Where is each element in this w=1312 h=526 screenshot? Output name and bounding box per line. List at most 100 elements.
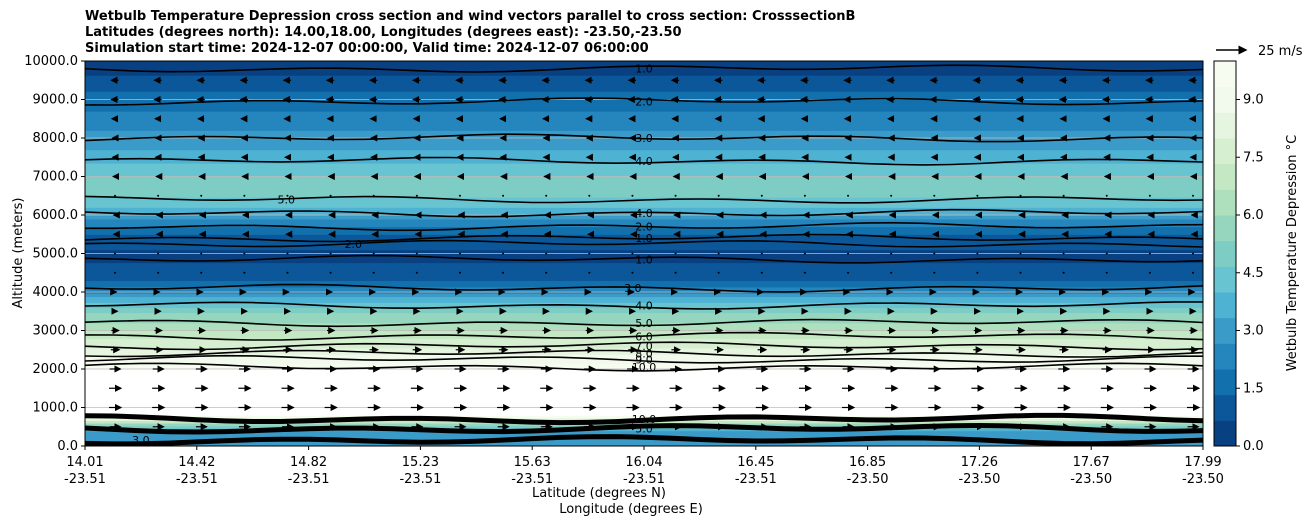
contour-line — [85, 349, 1203, 358]
x-axis-label-lat: Latitude (degrees N) — [532, 486, 666, 501]
x-tick-label-lat: 17.99 — [1184, 455, 1221, 470]
fill-band — [85, 87, 1203, 92]
wind-vector — [760, 271, 763, 274]
x-tick-label-lat: 14.01 — [66, 455, 103, 470]
fill-band — [85, 392, 1203, 401]
contour-line — [85, 412, 1203, 426]
fill-band — [85, 91, 1203, 95]
y-axis-label: Altitude (meters) — [11, 198, 26, 309]
x-axis: 14.01 -23.51 14.42 -23.51 14.82 -23.51 15.23 -2… — [64, 446, 1224, 487]
fill-band — [85, 185, 1203, 190]
contour-label: 4.0 — [635, 207, 653, 220]
fill-band — [85, 94, 1203, 99]
wind-vector — [803, 271, 806, 274]
colorbar-label: Wetbulb Temperature Depression °C — [1285, 135, 1300, 372]
fill-band — [85, 199, 1203, 203]
contour-line — [85, 434, 1203, 446]
fill-band — [85, 169, 1203, 174]
wind-vector — [1148, 194, 1151, 197]
wind-vector — [890, 252, 893, 255]
fill-band — [85, 156, 1203, 161]
wind-vector — [157, 252, 160, 255]
fill-band — [85, 238, 1203, 243]
chart-title-line-3: Simulation start time: 2024-12-07 00:00:… — [85, 41, 649, 56]
wind-vector — [1192, 194, 1194, 197]
fill-band — [85, 80, 1203, 84]
x-tick-label-lat: 17.26 — [961, 455, 998, 470]
x-tick-label-lon: -23.51 — [288, 472, 330, 487]
wind-vector — [502, 252, 505, 255]
wind-vector — [1192, 252, 1194, 255]
fill-band — [85, 293, 1203, 298]
fill-band — [85, 275, 1203, 282]
wind-vector — [286, 271, 289, 274]
contour-label: 5.0 — [635, 317, 653, 330]
fill-band — [85, 75, 1203, 79]
wind-vector — [847, 271, 850, 274]
fill-band — [85, 407, 1203, 416]
colorbar-tick-label: 7.5 — [1243, 150, 1264, 165]
wind-vector — [114, 194, 116, 197]
wind-vector — [1105, 271, 1108, 274]
fill-band — [85, 130, 1203, 135]
fill-band — [85, 245, 1203, 251]
y-tick-label: 0.0 — [57, 439, 78, 454]
colorbar-segment — [1214, 163, 1236, 190]
wind-vector — [545, 271, 548, 274]
wind-vector — [1105, 252, 1108, 255]
fill-band — [85, 103, 1203, 108]
fill-band — [85, 384, 1203, 393]
contour-label: 3.0 — [624, 282, 642, 295]
x-tick-label-lon: -23.51 — [64, 472, 106, 487]
fill-band — [85, 114, 1203, 120]
colorbar-segment — [1214, 86, 1236, 113]
colorbar-tick-label: 3.0 — [1243, 324, 1264, 339]
colorbar: 0.0 1.5 3.0 4.5 6.0 7.5 9.0 — [1213, 60, 1264, 454]
wind-key: 25 m/s — [1216, 44, 1303, 59]
wind-vector — [200, 271, 203, 274]
contour-label: 2.0 — [345, 238, 363, 251]
contour-line — [85, 354, 1203, 364]
wind-vector — [1062, 252, 1065, 255]
wind-vector — [545, 194, 548, 197]
x-tick-label-lon: -23.50 — [1070, 472, 1112, 487]
wind-vector — [717, 252, 720, 255]
contour-label: 3.0 — [132, 434, 150, 447]
fill-band — [85, 365, 1203, 368]
colorbar-segment — [1214, 266, 1236, 293]
fill-band — [85, 330, 1203, 335]
fill-band — [85, 438, 1203, 442]
wind-vector — [847, 252, 850, 255]
wind-key-label: 25 m/s — [1258, 44, 1303, 59]
wind-vector — [286, 252, 289, 255]
fill-band — [85, 153, 1203, 158]
colorbar-segment — [1214, 394, 1236, 421]
chart-title-line-1: Wetbulb Temperature Depression cross sec… — [85, 9, 856, 24]
wind-vector — [243, 252, 246, 255]
wind-vector — [976, 252, 979, 255]
contour-line — [85, 195, 1203, 204]
x-tick-label-lon: -23.50 — [958, 472, 1000, 487]
wind-vector — [933, 194, 936, 197]
fill-band — [85, 296, 1203, 301]
colorbar-tick-label: 0.0 — [1243, 439, 1264, 454]
fill-band — [85, 100, 1203, 105]
wind-vector — [976, 194, 979, 197]
fill-band — [85, 163, 1203, 167]
wind-vector — [890, 194, 893, 197]
fill-band — [85, 234, 1203, 239]
fill-band — [85, 72, 1203, 76]
wind-vector — [458, 252, 461, 255]
fill-band — [85, 415, 1203, 419]
wind-vector — [458, 194, 461, 197]
fill-band — [85, 222, 1203, 228]
x-tick-label-lon: -23.51 — [623, 472, 665, 487]
colorbar-segment — [1214, 138, 1236, 165]
contour-line — [85, 254, 1203, 264]
wind-vector — [372, 194, 375, 197]
fill-band — [85, 309, 1203, 314]
fill-band — [85, 82, 1203, 86]
fill-band — [85, 68, 1203, 72]
wind-vector — [415, 194, 418, 197]
fill-band — [85, 283, 1203, 288]
